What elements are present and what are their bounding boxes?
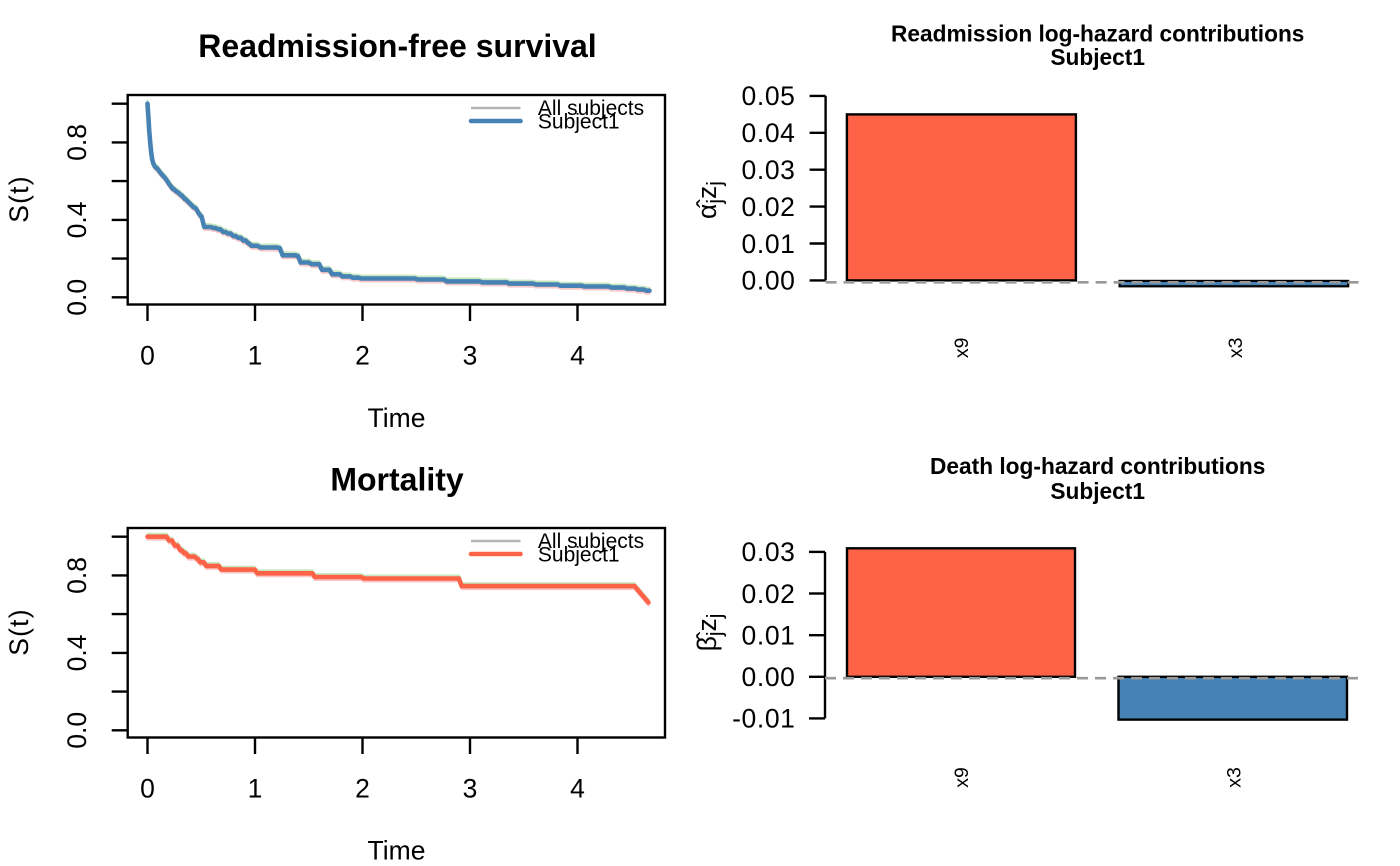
svg-text:0.02: 0.02	[742, 579, 796, 609]
svg-text:All subjects: All subjects	[538, 97, 644, 120]
svg-text:All subjects: All subjects	[538, 530, 644, 553]
svg-text:0.00: 0.00	[742, 662, 796, 692]
svg-text:Subject1: Subject1	[1050, 44, 1145, 70]
svg-text:x9: x9	[951, 767, 973, 788]
svg-text:S(t): S(t)	[4, 175, 34, 223]
svg-text:0.00: 0.00	[742, 266, 796, 296]
svg-text:3: 3	[463, 774, 478, 804]
svg-text:0.4: 0.4	[62, 201, 92, 238]
svg-text:0.0: 0.0	[62, 279, 92, 316]
svg-text:3: 3	[463, 341, 478, 371]
svg-text:0: 0	[140, 341, 155, 371]
svg-text:0.04: 0.04	[742, 118, 796, 148]
svg-text:x3: x3	[1225, 337, 1247, 358]
svg-text:Death log-hazard contributions: Death log-hazard contributions	[930, 453, 1265, 479]
svg-text:0.4: 0.4	[62, 634, 92, 671]
svg-text:x9: x9	[951, 337, 973, 358]
svg-text:4: 4	[570, 774, 585, 804]
svg-text:0: 0	[140, 774, 155, 804]
svg-text:β̂jzj: β̂jzj	[692, 614, 727, 652]
svg-text:0.8: 0.8	[62, 124, 92, 161]
svg-text:Mortality: Mortality	[330, 461, 464, 497]
svg-text:Subject1: Subject1	[538, 110, 620, 133]
svg-text:0.8: 0.8	[62, 557, 92, 594]
svg-text:0.01: 0.01	[742, 229, 796, 259]
svg-text:Time: Time	[368, 403, 426, 433]
svg-text:2: 2	[355, 341, 370, 371]
svg-text:Subject1: Subject1	[538, 543, 620, 566]
svg-text:x3: x3	[1224, 767, 1246, 788]
svg-text:1: 1	[248, 341, 263, 371]
svg-text:Subject1: Subject1	[1050, 478, 1145, 504]
svg-text:Readmission-free survival: Readmission-free survival	[198, 28, 596, 64]
svg-text:0.0: 0.0	[62, 712, 92, 749]
svg-text:Readmission log-hazard contrib: Readmission log-hazard contributions	[891, 20, 1304, 46]
svg-text:2: 2	[355, 774, 370, 804]
svg-text:0.03: 0.03	[742, 537, 796, 567]
svg-text:0.02: 0.02	[742, 192, 796, 222]
svg-text:Time: Time	[368, 836, 426, 866]
svg-text:4: 4	[570, 341, 585, 371]
svg-text:1: 1	[248, 774, 263, 804]
svg-text:S(t): S(t)	[4, 608, 34, 656]
svg-text:0.03: 0.03	[742, 155, 796, 185]
svg-text:0.05: 0.05	[742, 81, 796, 111]
svg-text:0.01: 0.01	[742, 621, 796, 651]
svg-text:-0.01: -0.01	[732, 704, 795, 734]
